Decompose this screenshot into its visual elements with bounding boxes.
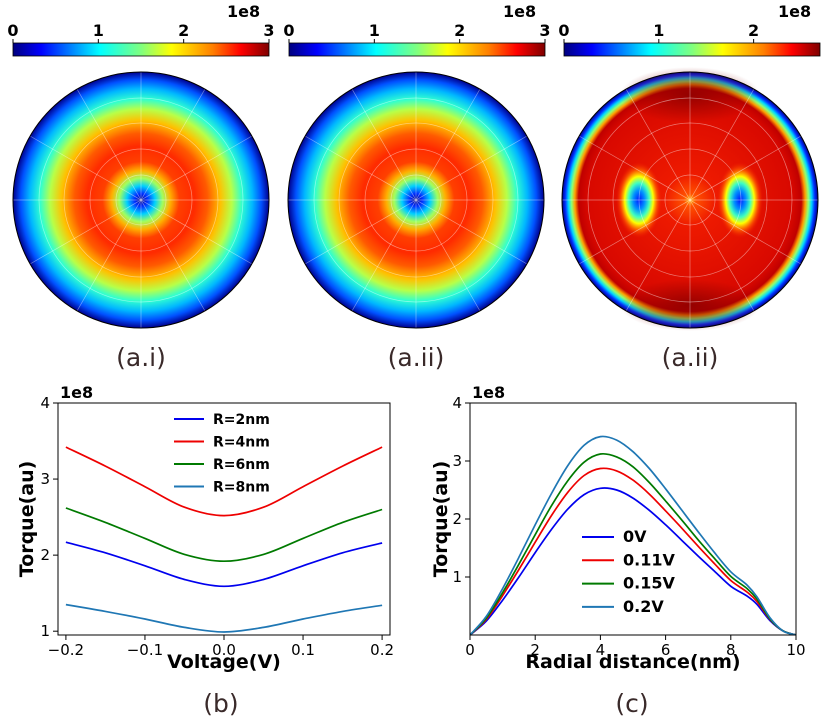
colorbar-a1-tick-label: 3 bbox=[263, 21, 274, 40]
legend-label-c: 0.2V bbox=[623, 597, 664, 616]
panel-label-a1: (a.i) bbox=[116, 343, 166, 372]
panel-a3: 0 1 2 1e8 (a.ii) bbox=[558, 2, 821, 372]
legend-label-c: 0.11V bbox=[623, 550, 675, 569]
low-spot-right-a3 bbox=[717, 162, 763, 238]
polar-grid-a2 bbox=[288, 72, 544, 328]
colorbar-a3-tick-label: 0 bbox=[558, 21, 569, 40]
legend-label-b: R=2nm bbox=[213, 412, 270, 428]
x-tick-label-b: −0.1 bbox=[127, 641, 163, 659]
x-tick-label-c: 0 bbox=[465, 641, 475, 659]
series-line-c-2 bbox=[470, 452, 796, 635]
polar-grid-a1 bbox=[13, 72, 269, 328]
y-tick-label-b: 1 bbox=[40, 622, 50, 640]
colorbar-a2-tick-label: 2 bbox=[454, 21, 465, 40]
y-tick-label-c: 3 bbox=[452, 452, 462, 470]
plot-frame-b bbox=[57, 402, 391, 636]
polar-map-a3 bbox=[562, 72, 818, 328]
colorbar-a2-tick-label: 1 bbox=[369, 21, 380, 40]
legend-b: R=2nm R=4nm R=6nm R=8nm bbox=[174, 412, 270, 496]
panel-a2: 0 1 2 3 1e8 (a.ii) bbox=[283, 2, 550, 372]
colorbar-a2-tick-label: 3 bbox=[539, 21, 550, 40]
x-tick-label-c: 4 bbox=[596, 641, 606, 659]
y-tick-label-c: 4 bbox=[452, 394, 462, 412]
panel-a1: 0 1 2 3 1e8 (a.i) bbox=[7, 2, 274, 372]
polar-grid-a3 bbox=[562, 72, 818, 328]
x-tick-label-c: 8 bbox=[726, 641, 736, 659]
colorbar-a3-ticks: 0 1 2 bbox=[558, 21, 759, 43]
series-line-c-3 bbox=[470, 435, 796, 635]
x-tick-label-c: 6 bbox=[661, 641, 671, 659]
legend-label-c: 0V bbox=[623, 527, 647, 546]
y-tick-label-c: 1 bbox=[452, 568, 462, 586]
colorbar-a1-exponent: 1e8 bbox=[227, 2, 260, 21]
panel-label-c: (c) bbox=[615, 689, 648, 718]
series-line-c-0 bbox=[470, 487, 796, 635]
hotspot-top-a3 bbox=[620, 67, 760, 123]
legend-label-b: R=6nm bbox=[213, 457, 270, 473]
polar-map-a1 bbox=[13, 72, 269, 328]
legend-label-b: R=8nm bbox=[213, 480, 270, 496]
y-tick-label-b: 3 bbox=[40, 470, 50, 488]
legend-label-b: R=4nm bbox=[213, 435, 270, 451]
x-tick-label-b: −0.2 bbox=[48, 641, 84, 659]
polar-frame-a2 bbox=[287, 71, 545, 329]
panel-label-a2: (a.ii) bbox=[388, 343, 445, 372]
colorbar-a1-tick-label: 2 bbox=[178, 21, 189, 40]
colorbar-a3: 0 1 2 1e8 bbox=[558, 2, 821, 57]
colorbar-a1-ticks: 0 1 2 3 bbox=[7, 21, 275, 43]
x-tick-label-c: 2 bbox=[530, 641, 540, 659]
y-tick-label-b: 4 bbox=[40, 394, 50, 412]
panel-label-b: (b) bbox=[203, 689, 238, 718]
legend-label-c: 0.15V bbox=[623, 574, 675, 593]
y-exponent-b: 1e8 bbox=[60, 383, 93, 402]
hotspot-bottom-a3 bbox=[620, 279, 760, 331]
colorbar-a1-tick-label: 0 bbox=[7, 21, 18, 40]
polar-map-a2 bbox=[288, 72, 544, 328]
axis-ticks-b: −0.2 −0.1 0.0 0.1 0.2 1 2 3 4 bbox=[40, 394, 394, 659]
colorbar-a1-tick-label: 1 bbox=[93, 21, 104, 40]
colorbar-a2-bar bbox=[288, 42, 546, 57]
x-axis-label-b: Voltage(V) bbox=[167, 651, 281, 673]
series-lines-c bbox=[470, 435, 796, 635]
plot-frame-c bbox=[469, 402, 797, 636]
legend-c: 0V 0.11V 0.15V 0.2V bbox=[582, 527, 675, 616]
polar-frame-a1 bbox=[12, 71, 270, 329]
x-axis-label-c: Radial distance(nm) bbox=[525, 651, 740, 673]
colorbar-a3-exponent: 1e8 bbox=[778, 2, 811, 21]
x-tick-label-b: 0.1 bbox=[291, 641, 315, 659]
polar-frame-a3 bbox=[561, 71, 819, 329]
colorbar-a1: 0 1 2 3 1e8 bbox=[7, 2, 275, 57]
series-line-b-2 bbox=[65, 507, 383, 563]
colorbar-a3-bar bbox=[563, 42, 821, 57]
panel-label-a3: (a.ii) bbox=[662, 343, 719, 372]
y-tick-label-b: 2 bbox=[40, 546, 50, 564]
y-exponent-c: 1e8 bbox=[472, 383, 505, 402]
series-line-b-1 bbox=[65, 446, 383, 517]
y-tick-label-c: 2 bbox=[452, 510, 462, 528]
colorbar-a2-exponent: 1e8 bbox=[503, 2, 536, 21]
series-line-c-1 bbox=[470, 467, 796, 635]
y-axis-label-b: Torque(au) bbox=[16, 461, 38, 578]
panel-b: −0.2 −0.1 0.0 0.1 0.2 1 2 3 4 1e8 Voltage(V) Tor… bbox=[16, 383, 394, 718]
colorbar-a2-tick-label: 0 bbox=[283, 21, 294, 40]
colorbar-a2: 0 1 2 3 1e8 bbox=[283, 2, 551, 57]
y-axis-label-c: Torque(au) bbox=[430, 461, 452, 578]
series-lines-b bbox=[65, 446, 383, 633]
colorbar-a3-tick-label: 2 bbox=[748, 21, 759, 40]
x-tick-label-b: 0.2 bbox=[370, 641, 394, 659]
series-line-b-3 bbox=[65, 603, 383, 633]
colorbar-a3-tick-label: 1 bbox=[653, 21, 664, 40]
x-tick-label-b: 0.0 bbox=[212, 641, 236, 659]
low-spot-left-a3 bbox=[616, 162, 662, 238]
colorbar-a1-bar bbox=[12, 42, 270, 57]
x-tick-label-c: 10 bbox=[786, 641, 805, 659]
colorbar-a2-ticks: 0 1 2 3 bbox=[283, 21, 551, 43]
series-line-b-0 bbox=[65, 541, 383, 588]
